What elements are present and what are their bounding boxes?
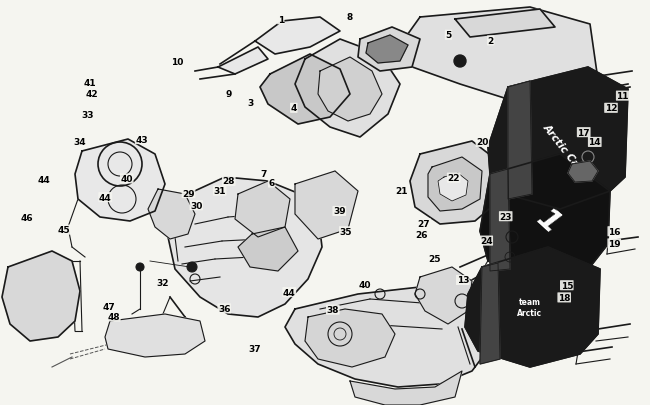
Polygon shape (105, 314, 205, 357)
Text: 5: 5 (445, 31, 452, 40)
Text: 44: 44 (283, 288, 296, 297)
Text: Arctic Cat: Arctic Cat (541, 122, 584, 173)
Text: 15: 15 (560, 281, 573, 290)
Text: 40: 40 (120, 175, 133, 183)
Text: 6: 6 (268, 179, 275, 188)
Text: 13: 13 (456, 276, 469, 285)
Text: 23: 23 (499, 212, 512, 221)
Polygon shape (390, 8, 600, 115)
Text: 27: 27 (417, 219, 430, 228)
Text: 21: 21 (395, 187, 408, 196)
Polygon shape (488, 68, 628, 209)
Text: 9: 9 (226, 90, 232, 98)
Text: 1: 1 (278, 16, 284, 25)
Text: 12: 12 (604, 104, 617, 113)
Polygon shape (480, 155, 610, 279)
Text: 18: 18 (558, 293, 571, 302)
Text: 48: 48 (107, 312, 120, 321)
Text: 45: 45 (57, 226, 70, 234)
Circle shape (454, 56, 466, 68)
Text: 38: 38 (326, 305, 339, 314)
Text: 33: 33 (81, 111, 94, 120)
Polygon shape (75, 140, 165, 222)
Circle shape (187, 262, 197, 272)
Polygon shape (218, 48, 268, 75)
Text: 22: 22 (447, 174, 460, 183)
Polygon shape (366, 36, 408, 64)
Text: 25: 25 (428, 254, 441, 263)
Polygon shape (285, 287, 490, 387)
Polygon shape (255, 18, 340, 55)
Text: 2: 2 (488, 37, 494, 46)
Polygon shape (568, 162, 598, 183)
Text: 37: 37 (248, 345, 261, 354)
Text: 3: 3 (247, 99, 254, 108)
Text: 4: 4 (291, 104, 297, 113)
Text: 35: 35 (339, 227, 352, 236)
Polygon shape (490, 170, 510, 271)
Text: 7: 7 (260, 170, 266, 179)
Text: 43: 43 (135, 135, 148, 144)
Text: 46: 46 (21, 213, 34, 222)
Polygon shape (2, 252, 80, 341)
Polygon shape (235, 181, 290, 237)
Text: 32: 32 (156, 278, 169, 287)
Text: 40: 40 (359, 280, 372, 289)
Text: 39: 39 (333, 207, 346, 216)
Text: 29: 29 (182, 189, 195, 198)
Polygon shape (295, 172, 358, 239)
Text: 30: 30 (190, 201, 203, 210)
Text: 8: 8 (346, 13, 353, 21)
Text: 44: 44 (38, 176, 51, 185)
Polygon shape (318, 58, 382, 122)
Text: 47: 47 (103, 303, 116, 311)
Text: 34: 34 (73, 138, 86, 147)
Polygon shape (260, 55, 350, 125)
Polygon shape (295, 40, 400, 138)
Polygon shape (358, 28, 420, 72)
Polygon shape (305, 309, 395, 367)
Text: 10: 10 (170, 58, 183, 67)
Polygon shape (480, 263, 500, 364)
Text: 26: 26 (415, 230, 428, 239)
Text: 1: 1 (530, 204, 566, 239)
Polygon shape (350, 371, 462, 405)
Text: 16: 16 (608, 227, 621, 236)
Polygon shape (238, 228, 298, 271)
Text: 36: 36 (218, 304, 231, 313)
Text: team
Arctic: team Arctic (517, 298, 543, 317)
Text: 19: 19 (608, 239, 621, 248)
Polygon shape (410, 142, 498, 224)
Polygon shape (455, 10, 555, 38)
Text: 14: 14 (588, 138, 601, 147)
Polygon shape (428, 158, 482, 211)
Text: 28: 28 (222, 177, 235, 186)
Polygon shape (148, 190, 195, 239)
Text: 24: 24 (480, 237, 493, 245)
Text: 44: 44 (99, 193, 112, 202)
Text: 11: 11 (616, 92, 629, 101)
Text: 17: 17 (577, 128, 590, 137)
Text: 20: 20 (476, 138, 489, 147)
Polygon shape (465, 247, 600, 367)
Polygon shape (438, 174, 468, 202)
Text: 41: 41 (83, 79, 96, 87)
Text: 31: 31 (213, 187, 226, 196)
Text: 42: 42 (86, 90, 99, 98)
Polygon shape (508, 82, 532, 200)
Polygon shape (168, 177, 322, 317)
Circle shape (136, 263, 144, 271)
Polygon shape (415, 267, 472, 324)
